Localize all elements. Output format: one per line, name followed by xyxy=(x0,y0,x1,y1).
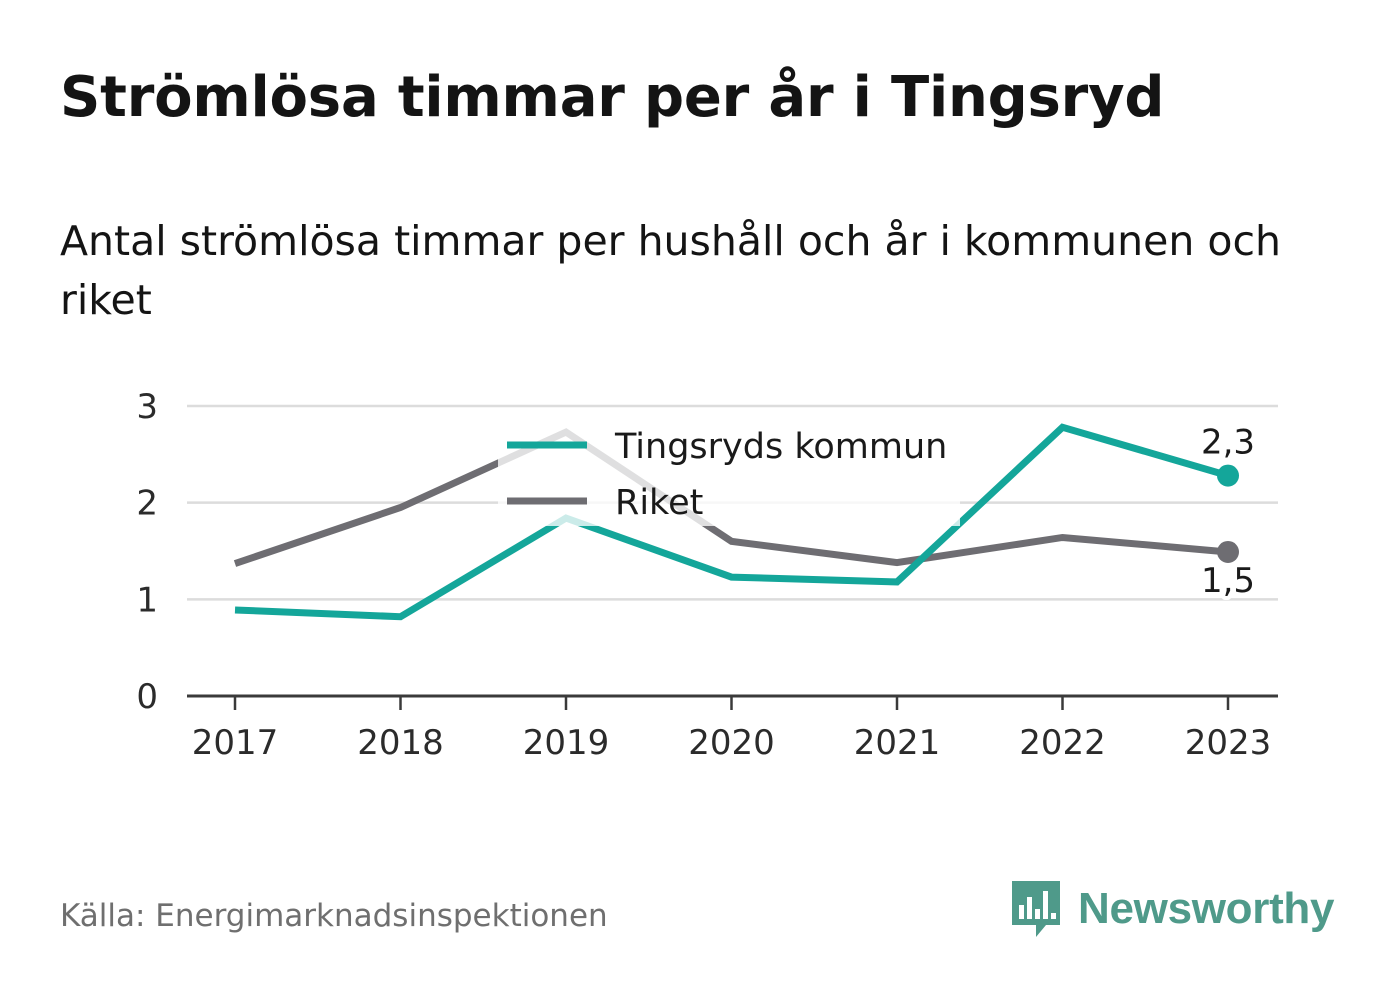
x-tick-label: 2020 xyxy=(688,723,775,763)
end-labels: 2,32,31,51,5 xyxy=(1197,419,1259,605)
end-marker xyxy=(1217,540,1239,563)
legend-label: Tingsryds kommun xyxy=(614,427,947,467)
end-label-halo: 1,5 xyxy=(1201,561,1255,601)
brand-logo: Newsworthy xyxy=(1010,877,1334,941)
x-tick-label: 2018 xyxy=(357,723,444,763)
legend: Tingsryds kommun Riket xyxy=(498,422,960,526)
page-title: Strömlösa timmar per år i Tingsryd xyxy=(60,65,1165,130)
end-label-halo: 2,3 xyxy=(1201,423,1255,463)
legend-label: Riket xyxy=(615,483,703,523)
y-tick-label: 0 xyxy=(136,677,158,717)
end-marker xyxy=(1217,464,1239,487)
newsworthy-chart-bubble-icon xyxy=(1012,881,1060,937)
x-tick-label: 2017 xyxy=(192,723,279,763)
series-layer xyxy=(233,423,1229,621)
series-line-riket xyxy=(233,428,1229,567)
y-tick-label: 2 xyxy=(136,484,158,524)
x-axis-ticks: 2017 2018 2019 2020 2021 2022 2023 xyxy=(192,696,1272,763)
y-tick-label: 3 xyxy=(136,387,158,427)
end-label: 2,3 xyxy=(1201,423,1255,463)
brand-name: Newsworthy xyxy=(1078,884,1335,933)
end-label: 1,5 xyxy=(1201,561,1255,601)
chart-subtitle: Antal strömlösa timmar per hushåll och å… xyxy=(60,217,1281,324)
x-tick-label: 2022 xyxy=(1019,723,1106,763)
source-note: Källa: Energimarknadsinspektionen xyxy=(60,898,608,934)
series-line-tingsryd xyxy=(234,423,1229,621)
x-tick-label: 2019 xyxy=(523,723,610,763)
y-tick-label: 1 xyxy=(136,580,158,620)
x-tick-label: 2021 xyxy=(854,723,941,763)
y-axis-ticks: 0 1 2 3 xyxy=(136,387,158,717)
x-tick-label: 2023 xyxy=(1185,723,1272,763)
legend-background xyxy=(498,422,960,526)
